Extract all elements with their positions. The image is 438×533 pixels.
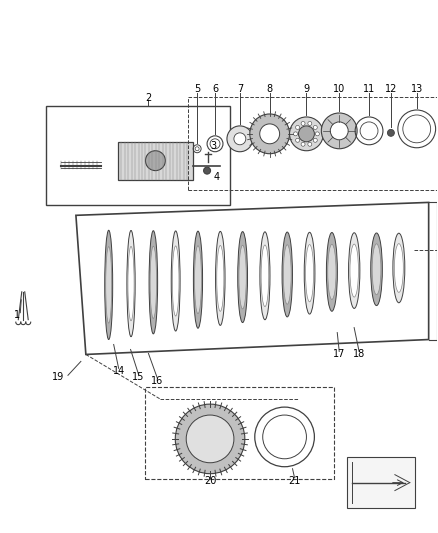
Circle shape [234, 133, 246, 145]
Text: 8: 8 [267, 84, 273, 94]
Ellipse shape [394, 244, 403, 292]
Ellipse shape [194, 231, 202, 328]
Ellipse shape [171, 231, 180, 331]
Ellipse shape [238, 232, 247, 322]
Circle shape [308, 142, 312, 146]
Circle shape [313, 125, 317, 130]
Ellipse shape [282, 232, 293, 317]
Ellipse shape [150, 246, 156, 318]
Text: 10: 10 [333, 84, 345, 94]
Ellipse shape [371, 233, 382, 305]
Circle shape [330, 122, 348, 140]
Ellipse shape [393, 233, 405, 303]
Circle shape [301, 122, 305, 125]
Circle shape [298, 126, 314, 142]
Text: 5: 5 [194, 84, 200, 94]
Circle shape [313, 138, 317, 142]
Ellipse shape [172, 246, 179, 316]
Text: 14: 14 [113, 366, 125, 376]
Text: 12: 12 [385, 84, 397, 94]
Ellipse shape [194, 246, 201, 313]
Polygon shape [76, 203, 429, 354]
Ellipse shape [261, 245, 269, 306]
Circle shape [145, 151, 165, 171]
Text: 11: 11 [363, 84, 375, 94]
Circle shape [296, 138, 300, 142]
Ellipse shape [283, 245, 291, 304]
Text: 7: 7 [237, 84, 243, 94]
Circle shape [290, 117, 323, 151]
Ellipse shape [217, 246, 224, 311]
Text: 4: 4 [214, 172, 220, 182]
Circle shape [308, 122, 312, 125]
Text: 15: 15 [132, 372, 145, 382]
Text: 21: 21 [288, 475, 301, 486]
Ellipse shape [326, 232, 337, 311]
Text: 3: 3 [210, 141, 216, 151]
Text: 2: 2 [145, 93, 152, 103]
Ellipse shape [105, 230, 113, 340]
Circle shape [204, 167, 211, 174]
Circle shape [315, 132, 319, 136]
Circle shape [301, 142, 305, 146]
Bar [188, 97, 437, 190]
Circle shape [388, 130, 394, 136]
Text: 19: 19 [52, 372, 64, 382]
Ellipse shape [106, 247, 112, 323]
Circle shape [227, 126, 253, 152]
Ellipse shape [149, 231, 158, 334]
Bar [118, 142, 193, 180]
Circle shape [250, 114, 290, 154]
Text: 20: 20 [204, 475, 216, 486]
Text: 18: 18 [353, 350, 365, 359]
Text: 13: 13 [410, 84, 423, 94]
Ellipse shape [239, 245, 246, 309]
Bar [347, 457, 415, 508]
Ellipse shape [128, 246, 134, 321]
Bar [145, 387, 334, 479]
Bar [46, 106, 230, 205]
Text: 16: 16 [151, 376, 163, 386]
Ellipse shape [304, 232, 315, 314]
Circle shape [321, 113, 357, 149]
Ellipse shape [215, 231, 225, 325]
Ellipse shape [372, 244, 381, 295]
Ellipse shape [127, 230, 135, 337]
Text: 17: 17 [333, 350, 346, 359]
Circle shape [293, 132, 297, 136]
Circle shape [175, 404, 245, 474]
Ellipse shape [260, 232, 270, 320]
Circle shape [260, 124, 279, 144]
Text: 9: 9 [304, 84, 310, 94]
Circle shape [186, 415, 234, 463]
Ellipse shape [349, 233, 360, 309]
Ellipse shape [328, 244, 336, 300]
Ellipse shape [350, 244, 358, 297]
Ellipse shape [306, 245, 314, 302]
Text: 6: 6 [212, 84, 218, 94]
Circle shape [296, 125, 300, 130]
Text: 1: 1 [14, 310, 20, 320]
